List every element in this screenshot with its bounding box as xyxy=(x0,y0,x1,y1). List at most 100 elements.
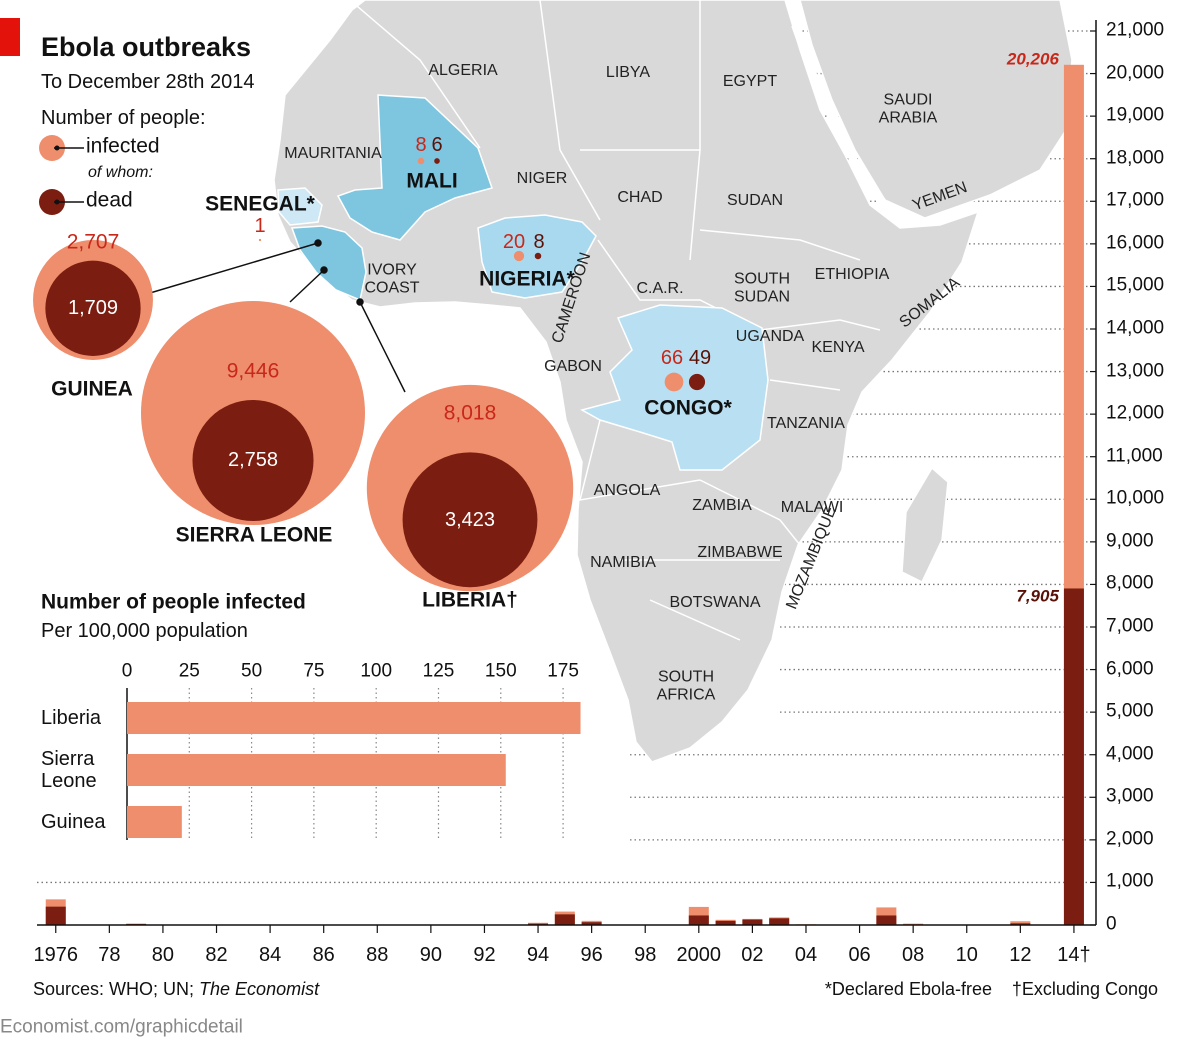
country-label: UGANDA xyxy=(735,328,805,346)
x-tick-label: 90 xyxy=(419,944,442,966)
y-tick-label: 9,000 xyxy=(1106,530,1154,552)
x-tick-label: 08 xyxy=(902,944,925,966)
country-label: ZAMBIA xyxy=(692,497,752,515)
dead-bar xyxy=(742,919,763,925)
infected-label: 20 xyxy=(502,231,526,253)
country-label: KENYA xyxy=(811,339,865,357)
country-name: NIGERIA* xyxy=(479,267,575,291)
x-tick-label: 92 xyxy=(473,944,496,966)
country-label: SOUTH SUDAN xyxy=(734,270,791,305)
country-label: SOUTH AFRICA xyxy=(656,668,716,703)
dead-bubble xyxy=(534,252,542,260)
dead-label: 49 xyxy=(688,347,712,369)
legend-label: dead xyxy=(86,188,133,212)
x-tick-label: 50 xyxy=(241,660,263,682)
y-tick-label: 2,000 xyxy=(1106,828,1154,850)
x-tick-label: 12 xyxy=(1009,944,1032,966)
x-tick-label: 25 xyxy=(178,660,200,682)
x-tick-label: 82 xyxy=(205,944,228,966)
infected-label: 2,707 xyxy=(66,230,120,254)
leader-line xyxy=(149,242,319,294)
chart-subtitle: To December 28th 2014 xyxy=(41,71,255,93)
x-tick-label: 06 xyxy=(848,944,871,966)
x-tick-label: 80 xyxy=(151,944,175,966)
red-sea xyxy=(791,23,908,226)
leader-dot xyxy=(356,298,364,306)
leader-dot xyxy=(314,239,322,247)
country-name: MALI xyxy=(406,169,458,193)
credit: Economist.com/graphicdetail xyxy=(0,1016,243,1038)
country-label: NIGER xyxy=(516,170,568,188)
country-label: ZIMBABWE xyxy=(697,544,783,562)
dead-bar xyxy=(715,920,736,925)
y-tick-label: 10,000 xyxy=(1106,487,1165,509)
bar xyxy=(127,754,506,786)
legend-dot xyxy=(54,199,60,205)
x-tick-label: 14† xyxy=(1057,944,1091,966)
country-name: SIERRA LEONE xyxy=(175,523,333,547)
dead-bar xyxy=(876,915,897,925)
x-tick-label: 94 xyxy=(526,944,550,966)
country-label: C.A.R. xyxy=(636,280,684,298)
country-label: IVORY COAST xyxy=(364,261,420,296)
y-tick-label: 16,000 xyxy=(1106,232,1165,254)
x-tick-label: 75 xyxy=(303,660,325,682)
dead-bar xyxy=(581,922,602,925)
country-name: CONGO* xyxy=(644,396,732,420)
x-tick-label: 84 xyxy=(258,944,282,966)
y-tick-label: 17,000 xyxy=(1106,189,1165,211)
legend-dot xyxy=(54,145,60,151)
y-tick-label: 11,000 xyxy=(1106,445,1163,467)
dead-label: 8 xyxy=(533,231,545,253)
x-tick-label: 02 xyxy=(741,944,764,966)
y-tick-label: 18,000 xyxy=(1106,147,1165,169)
dead-bubble xyxy=(434,158,440,164)
dead-bubble xyxy=(192,399,314,521)
country-label: YEMEN xyxy=(910,179,970,215)
country-label: SUDAN xyxy=(726,192,784,210)
country-name: LIBERIA† xyxy=(422,588,518,612)
country-name: SENEGAL* xyxy=(205,192,315,216)
x-tick-label: 96 xyxy=(580,944,603,966)
dead-bubble xyxy=(688,373,706,391)
infected-label: 8,018 xyxy=(443,401,497,425)
sources: Sources: WHO; UN; The Economist xyxy=(33,979,319,1000)
dead-bubble xyxy=(45,260,141,356)
y-tick-label: 0 xyxy=(1106,913,1117,935)
y-tick-label: 19,000 xyxy=(1106,104,1165,126)
country-label: BOTSWANA xyxy=(669,594,761,612)
dead-label: 2,758 xyxy=(227,449,279,472)
infected-label: 66 xyxy=(660,347,684,369)
dead-bar xyxy=(1063,588,1084,925)
country-label: MAURITANIA xyxy=(284,145,382,163)
x-tick-label: 78 xyxy=(98,944,121,966)
infected-label: 1 xyxy=(254,215,266,237)
infected-bar xyxy=(1010,921,1031,925)
dead-label: 3,423 xyxy=(444,508,496,531)
dead-label: 6 xyxy=(431,134,443,156)
sources-text: Sources: WHO; UN; xyxy=(33,979,195,1000)
y-tick-label: 14,000 xyxy=(1106,317,1165,339)
y-tick-label: 15,000 xyxy=(1106,274,1165,296)
infected-label: 9,446 xyxy=(226,359,280,383)
x-tick-label: 04 xyxy=(794,944,818,966)
chart-title: Number of people infected xyxy=(41,590,306,614)
category-label: Guinea xyxy=(41,811,106,833)
legend-title: Number of people: xyxy=(41,107,206,129)
x-tick-label: 125 xyxy=(422,660,455,682)
land xyxy=(799,0,1073,219)
country-label: LIBYA xyxy=(605,64,651,82)
chart-title: Ebola outbreaks xyxy=(41,32,252,63)
x-tick-label: 175 xyxy=(547,660,579,682)
y-tick-label: 1,000 xyxy=(1106,870,1154,892)
y-tick-label: 4,000 xyxy=(1106,743,1154,765)
footnote: *Declared Ebola-free xyxy=(824,979,992,1000)
infected-bubble xyxy=(513,250,525,262)
x-tick-label: 0 xyxy=(121,660,133,682)
y-tick-label: 20,000 xyxy=(1106,62,1165,84)
dead-bar xyxy=(688,915,709,925)
country-label: GABON xyxy=(544,358,602,376)
leader-line xyxy=(359,301,406,393)
country-label: SOMALIA xyxy=(896,274,964,332)
